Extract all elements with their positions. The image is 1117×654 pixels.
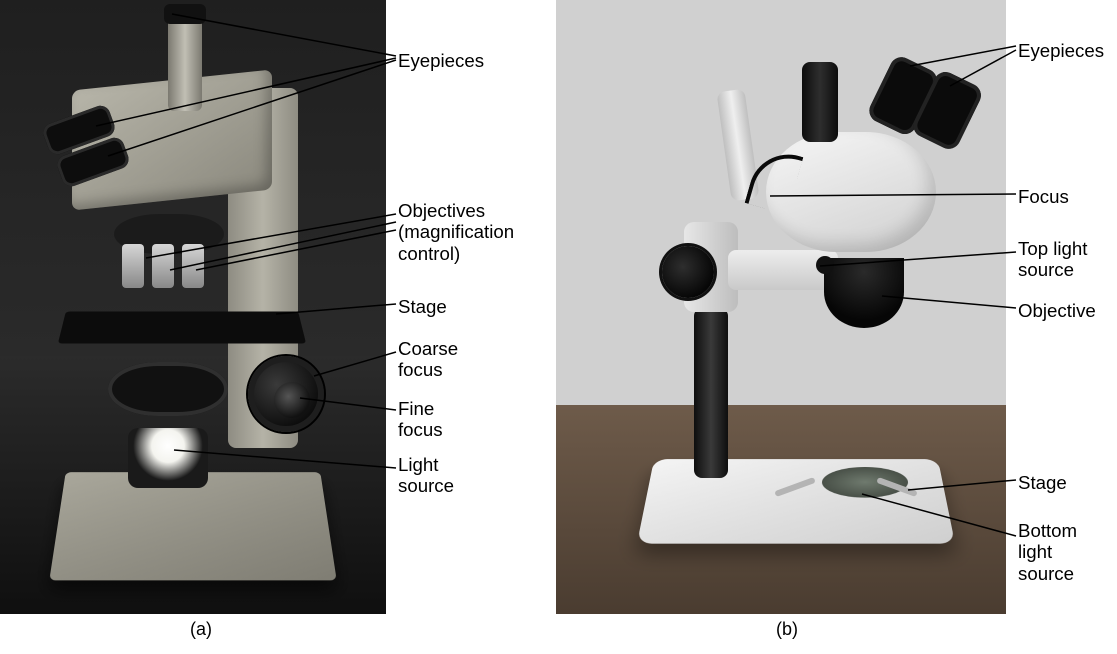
label-bottom-light: Bottom light source [1018, 520, 1077, 584]
label-stage-a: Stage [398, 296, 447, 317]
panel-a: (a) Eyepieces Objectives (magnification c… [0, 0, 556, 640]
stereo-microscope-illustration [576, 14, 996, 598]
panel-a-caption: (a) [190, 619, 212, 640]
label-coarse-focus: Coarse focus [398, 338, 458, 381]
label-focus-b: Focus [1018, 186, 1069, 207]
label-eyepieces-b: Eyepieces [1018, 40, 1104, 61]
label-objective-b: Objective [1018, 300, 1096, 321]
label-stage-b: Stage [1018, 472, 1067, 493]
panel-b: (b) Eyepieces Focus Top light source Object… [556, 0, 1117, 640]
label-eyepieces-a: Eyepieces [398, 50, 484, 71]
label-light-source-a: Light source [398, 454, 454, 497]
panel-b-caption: (b) [776, 619, 798, 640]
label-fine-focus: Fine focus [398, 398, 443, 441]
label-objectives-a: Objectives (magnification control) [398, 200, 514, 264]
photo-a [0, 0, 386, 614]
photo-b [556, 0, 1006, 614]
label-top-light: Top light source [1018, 238, 1088, 281]
compound-microscope-illustration [18, 18, 368, 598]
figure: (a) Eyepieces Objectives (magnification c… [0, 0, 1117, 654]
